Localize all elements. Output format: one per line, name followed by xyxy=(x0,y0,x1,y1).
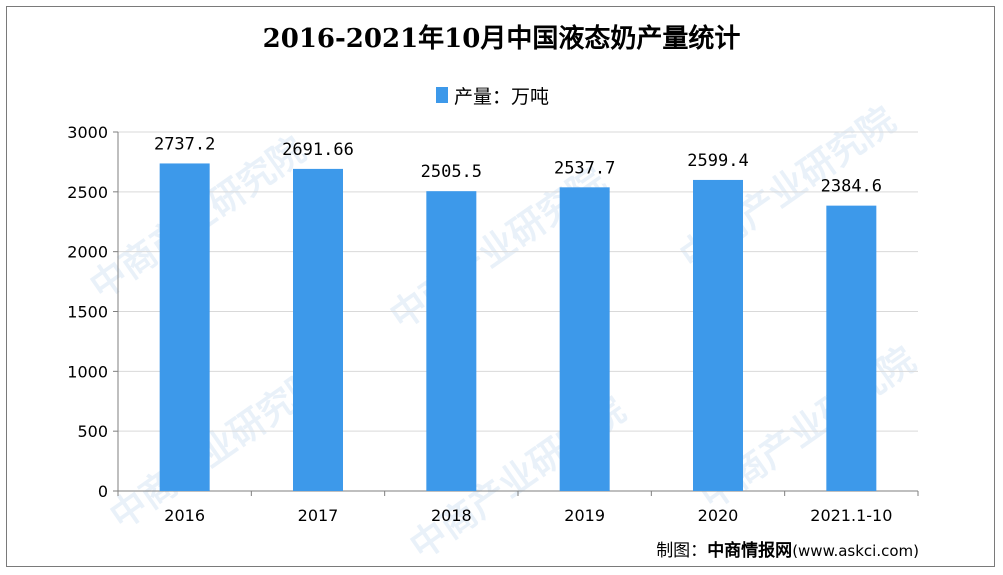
value-label: 2505.5 xyxy=(421,162,482,182)
bar xyxy=(159,163,210,491)
value-label: 2384.6 xyxy=(821,177,882,197)
bar xyxy=(693,179,743,491)
legend: 产量：万吨 xyxy=(436,84,550,108)
bar xyxy=(293,168,343,492)
x-tick-label: 2016 xyxy=(164,506,205,525)
x-tick-label: 2019 xyxy=(564,506,605,525)
value-label: 2691.66 xyxy=(282,140,354,160)
value-label: 2737.2 xyxy=(154,134,215,154)
x-tick-label: 2021.1-10 xyxy=(810,506,892,525)
value-label: 2537.7 xyxy=(554,158,615,178)
y-tick-label: 1500 xyxy=(67,303,108,322)
bar xyxy=(559,187,610,491)
legend-label: 产量：万吨 xyxy=(454,85,550,108)
source-brand: 中商情报网 xyxy=(707,541,793,561)
x-tick-label: 2017 xyxy=(298,506,339,525)
x-tick-label: 2020 xyxy=(698,506,739,525)
source-label: 制图： xyxy=(656,541,708,561)
legend-swatch xyxy=(436,87,448,103)
y-tick-label: 2500 xyxy=(67,183,108,202)
chart-title: 2016-2021年10月中国液态奶产量统计 xyxy=(262,24,741,54)
source-credit: 制图：中商情报网(www.askci.com) xyxy=(656,536,919,561)
y-tick-label: 1000 xyxy=(67,362,108,381)
value-label: 2599.4 xyxy=(687,151,748,171)
y-tick-label: 0 xyxy=(98,482,108,501)
source-url: (www.askci.com) xyxy=(792,542,919,560)
y-tick-label: 2000 xyxy=(67,243,108,262)
y-tick-label: 3000 xyxy=(67,123,108,142)
bar xyxy=(826,205,877,491)
y-tick-label: 500 xyxy=(77,422,108,441)
x-tick-label: 2018 xyxy=(431,506,472,525)
bar xyxy=(426,191,477,491)
